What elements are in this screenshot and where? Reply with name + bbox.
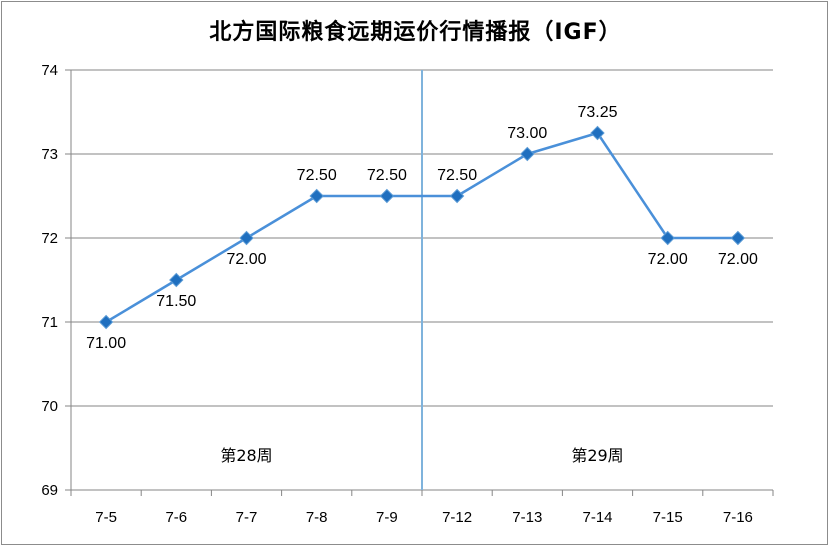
data-point-marker: [98, 314, 114, 330]
data-point-marker: [590, 125, 605, 141]
data-label: 72.50: [437, 167, 477, 184]
x-tick-label: 7-9: [376, 509, 398, 526]
data-label: 73.00: [507, 125, 547, 142]
week-label-group: 第28周 第29周: [220, 446, 623, 465]
data-point-marker: [660, 230, 675, 246]
y-tick-label: 70: [41, 398, 58, 415]
x-tick-label-group: 7-5 7-6 7-7 7-8 7-9 7-12 7-13 7-14 7-15 7-16: [95, 509, 753, 526]
series-line-group: [105, 131, 738, 324]
data-label: 73.25: [577, 104, 617, 121]
data-label: 72.50: [297, 167, 337, 184]
y-tick-label: 74: [41, 62, 58, 79]
x-tick-label: 7-12: [442, 509, 472, 526]
x-tick-label: 7-14: [582, 509, 612, 526]
data-point-marker: [730, 230, 746, 246]
data-point-marker: [309, 188, 324, 204]
x-tick-label: 7-13: [512, 509, 542, 526]
data-label: 72.00: [226, 251, 266, 268]
data-label: 72.50: [367, 167, 407, 184]
x-tick-label: 7-16: [723, 509, 753, 526]
data-label-group: 71.00 71.50 72.00 72.50 72.50 72.50 73.00 73.25…: [86, 104, 758, 352]
data-label: 71.00: [86, 335, 126, 352]
week-label: 第28周: [220, 446, 272, 465]
week-label: 第29周: [571, 446, 623, 465]
data-label: 72.00: [718, 251, 758, 268]
data-label: 71.50: [156, 293, 196, 310]
x-tick-label: 7-8: [306, 509, 328, 526]
y-tick-label: 71: [41, 314, 58, 331]
y-tick-label: 69: [41, 482, 58, 499]
data-point-marker: [379, 188, 395, 204]
data-label: 72.00: [648, 251, 688, 268]
data-point-marker: [169, 272, 184, 288]
series-line: [105, 131, 738, 324]
data-point-marker: [520, 146, 535, 162]
x-tick-label: 7-5: [95, 509, 117, 526]
y-tick-label-group: 69 70 71 72 73 74: [41, 62, 58, 499]
data-point-marker: [449, 188, 465, 204]
x-tick-label: 7-15: [653, 509, 683, 526]
data-point-marker: [239, 230, 254, 246]
y-tick-label: 72: [41, 230, 58, 247]
y-tick-label: 73: [41, 146, 58, 163]
x-tick-label: 7-6: [165, 509, 187, 526]
x-tick-label: 7-7: [236, 509, 258, 526]
marker-group: [98, 125, 746, 330]
chart-title: 北方国际粮食远期运价行情播报（IGF）: [209, 20, 622, 45]
